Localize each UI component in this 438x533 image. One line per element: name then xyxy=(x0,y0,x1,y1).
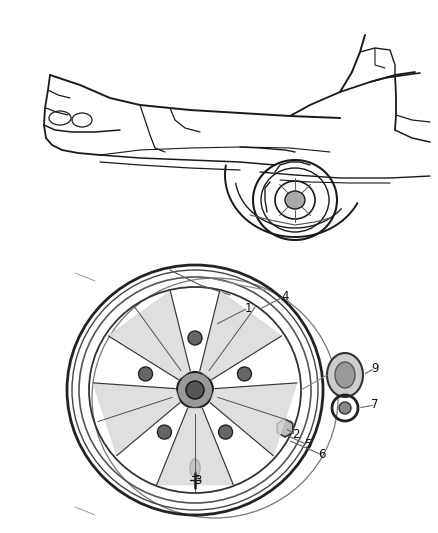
Ellipse shape xyxy=(188,331,202,345)
Text: 3: 3 xyxy=(194,473,201,487)
Polygon shape xyxy=(109,291,190,379)
Ellipse shape xyxy=(138,367,152,381)
Polygon shape xyxy=(157,408,233,484)
Text: 9: 9 xyxy=(371,361,379,375)
Polygon shape xyxy=(277,419,293,437)
Text: 5: 5 xyxy=(304,439,312,451)
Ellipse shape xyxy=(219,425,233,439)
Polygon shape xyxy=(200,291,282,379)
Ellipse shape xyxy=(285,191,305,209)
Ellipse shape xyxy=(327,353,363,397)
Text: 2: 2 xyxy=(292,429,300,441)
Text: 6: 6 xyxy=(318,448,326,462)
Ellipse shape xyxy=(335,362,355,388)
Ellipse shape xyxy=(186,381,204,399)
Polygon shape xyxy=(93,383,180,456)
Polygon shape xyxy=(210,383,297,456)
Ellipse shape xyxy=(339,402,351,414)
Text: 1: 1 xyxy=(244,302,252,314)
Ellipse shape xyxy=(190,459,200,477)
Ellipse shape xyxy=(157,425,171,439)
Text: 4: 4 xyxy=(281,289,289,303)
Ellipse shape xyxy=(177,372,213,408)
Text: 7: 7 xyxy=(371,399,379,411)
Ellipse shape xyxy=(237,367,251,381)
